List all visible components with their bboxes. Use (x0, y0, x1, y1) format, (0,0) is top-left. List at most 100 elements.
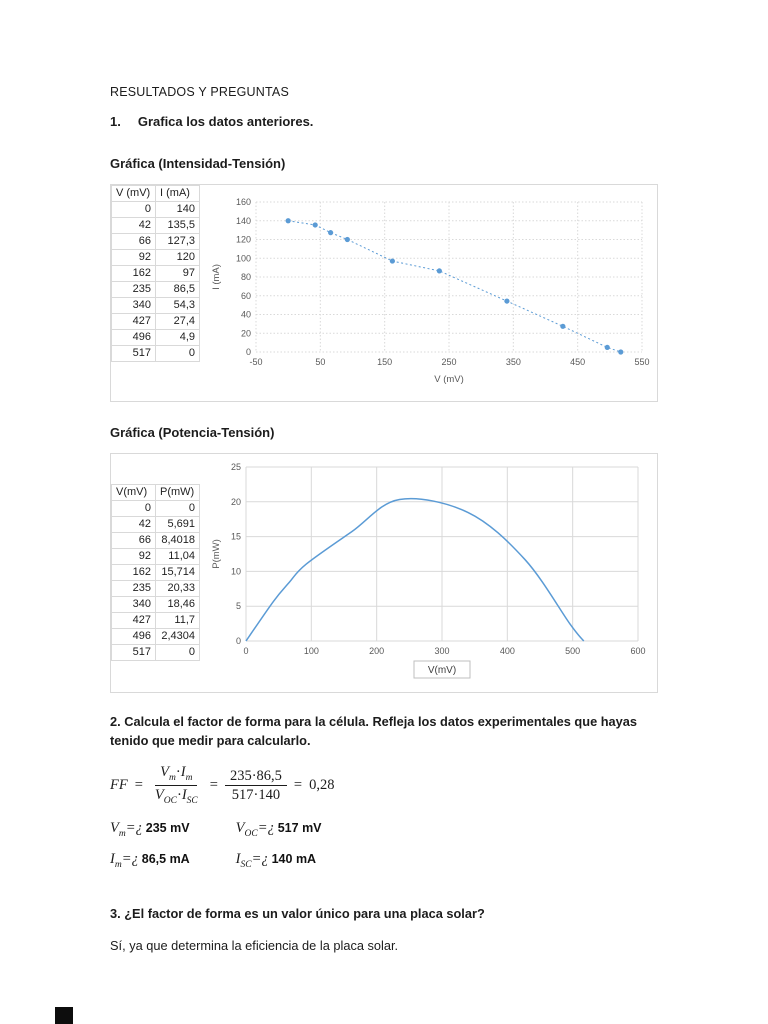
pv-table-container: V(mV) P(mW) 0 0 42 5,691 66 8,4018 92 11,04 162 15,… (111, 454, 200, 661)
question-1-number: 1. (110, 114, 121, 129)
svg-text:0: 0 (243, 646, 248, 656)
table-row: 427 27,4 (111, 313, 200, 330)
svg-text:20: 20 (241, 328, 251, 338)
svg-text:V(mV): V(mV) (428, 665, 456, 676)
table-cell: 517 (111, 644, 156, 661)
table-cell: 517 (111, 345, 156, 362)
table-cell: 162 (111, 265, 156, 282)
svg-text:5: 5 (236, 601, 241, 611)
table-cell: 427 (111, 313, 156, 330)
svg-text:-50: -50 (249, 357, 262, 367)
ff-symbolic-fraction: Vm·Im VOC·ISC (150, 763, 203, 808)
table-cell: 97 (155, 265, 200, 282)
embedded-sheet-power: V(mV) P(mW) 0 0 42 5,691 66 8,4018 92 11,04 162 15,… (110, 453, 658, 693)
question-1: 1. Grafica los datos anteriores. (110, 114, 658, 129)
svg-text:P(mW): P(mW) (211, 539, 222, 569)
table-row: 496 4,9 (111, 329, 200, 346)
table-row: 427 11,7 (111, 612, 200, 629)
svg-text:250: 250 (441, 357, 456, 367)
table-row: 517 0 (111, 644, 200, 661)
table-row: 66 8,4018 (111, 532, 200, 549)
table-row: 92 120 (111, 249, 200, 266)
svg-text:120: 120 (236, 235, 251, 245)
svg-text:140: 140 (236, 216, 251, 226)
question-3-text: 3. ¿El factor de forma es un valor único… (110, 905, 485, 921)
chart1-heading: Gráfica (Intensidad-Tensión) (110, 156, 286, 171)
voc-value: VOC=¿ 517 mV (235, 819, 322, 839)
table-cell: 66 (111, 532, 156, 549)
iv-table-container: V (mV) I (mA) 0 140 42 135,5 66 127,3 92 120 162 97… (111, 185, 200, 362)
math-ff: FF (110, 777, 128, 794)
svg-text:350: 350 (506, 357, 521, 367)
table-cell: 20,33 (155, 580, 200, 597)
svg-text:450: 450 (570, 357, 585, 367)
svg-text:25: 25 (231, 462, 241, 472)
svg-text:160: 160 (236, 197, 251, 207)
svg-text:100: 100 (236, 253, 251, 263)
question-2-text: 2. Calcula el factor de forma para la cé… (110, 714, 638, 749)
table-cell: 496 (111, 628, 156, 645)
table-cell: 427 (111, 612, 156, 629)
ff-result: 0,28 (309, 777, 335, 794)
ff-denominator: VOC·ISC (154, 787, 198, 807)
math-equals: = (134, 777, 143, 794)
table-cell: 4,9 (155, 329, 200, 346)
svg-text:0: 0 (236, 636, 241, 646)
table-cell: 340 (111, 297, 156, 314)
svg-text:150: 150 (377, 357, 392, 367)
math-equals: = (293, 777, 303, 794)
table-header-cell: V (mV) (111, 185, 156, 202)
pv-line-chart: 0 100 200 300 400 500 600 0 5 10 15 20 25 P(mW) V(mV) (211, 462, 646, 679)
svg-text:10: 10 (231, 566, 241, 576)
vm-voc-line: Vm=¿ 235 mV VOC=¿ 517 mV (110, 820, 658, 839)
embedded-sheet-intensity: V (mV) I (mA) 0 140 42 135,5 66 127,3 92 120 162 97… (110, 184, 658, 402)
table-cell: 0 (111, 201, 156, 218)
table-header-row: V(mV) P(mW) (111, 484, 200, 501)
svg-text:200: 200 (369, 646, 384, 656)
svg-text:15: 15 (231, 532, 241, 542)
table-cell: 0 (155, 345, 200, 362)
table-row: 162 15,714 (111, 564, 200, 581)
table-cell: 18,46 (155, 596, 200, 613)
pv-chart-area: 0 100 200 300 400 500 600 0 5 10 15 20 25 P(mW) V(mV) (200, 454, 657, 692)
table-row: 42 5,691 (111, 516, 200, 533)
table-cell: 2,4304 (155, 628, 200, 645)
table-row: 0 140 (111, 201, 200, 218)
svg-text:40: 40 (241, 310, 251, 320)
ff-formula: FF = Vm·Im VOC·ISC = 235·86,5 517·140 = … (110, 763, 658, 808)
ff-numeric-denominator: 517·140 (231, 787, 281, 804)
table-cell: 11,04 (155, 548, 200, 565)
table-cell: 127,3 (155, 233, 200, 250)
table-cell: 162 (111, 564, 156, 581)
svg-text:100: 100 (304, 646, 319, 656)
svg-text:60: 60 (241, 291, 251, 301)
table-cell: 27,4 (155, 313, 200, 330)
table-cell: 11,7 (155, 612, 200, 629)
im-value: Im=¿ 86,5 mA (110, 850, 190, 870)
svg-text:550: 550 (634, 357, 649, 367)
table-cell: 86,5 (155, 281, 200, 298)
table-row: 340 54,3 (111, 297, 200, 314)
im-isc-line: Im=¿ 86,5 mA ISC=¿ 140 mA (110, 851, 658, 870)
table-cell: 0 (111, 500, 156, 517)
svg-text:I (mA): I (mA) (211, 264, 222, 290)
svg-text:300: 300 (434, 646, 449, 656)
table-cell: 54,3 (155, 297, 200, 314)
ff-numeric-numerator: 235·86,5 (224, 767, 287, 787)
table-header-cell: P(mW) (155, 484, 200, 501)
ff-numerator: Vm·Im (155, 763, 198, 787)
table-cell: 496 (111, 329, 156, 346)
table-row: 340 18,46 (111, 596, 200, 613)
section-title: RESULTADOS Y PREGUNTAS (110, 85, 289, 99)
table-header-cell: I (mA) (155, 185, 200, 202)
svg-text:500: 500 (565, 646, 580, 656)
svg-text:20: 20 (231, 497, 241, 507)
svg-text:V (mV): V (mV) (434, 374, 464, 385)
table-header-row: V (mV) I (mA) (111, 185, 200, 202)
math-equals: = (209, 777, 218, 794)
table-cell: 340 (111, 596, 156, 613)
question-1-text: Grafica los datos anteriores. (137, 114, 314, 129)
table-header-cell: V(mV) (111, 484, 156, 501)
